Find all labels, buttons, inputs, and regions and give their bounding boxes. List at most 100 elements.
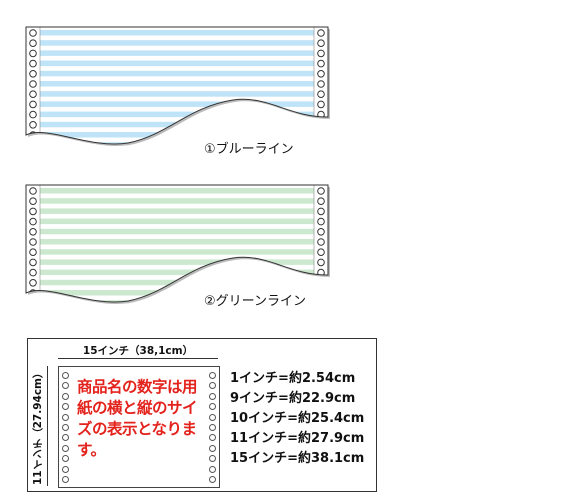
feed-hole	[29, 279, 37, 287]
width-dimension-label: 15インチ（38,1cm）	[82, 345, 194, 357]
feed-hole	[62, 372, 69, 379]
width-dimension-line	[58, 358, 218, 359]
feed-hole	[29, 29, 37, 37]
feed-hole	[317, 29, 325, 37]
feed-hole	[317, 207, 325, 216]
feed-hole	[209, 455, 216, 463]
paper-stripe	[40, 239, 314, 245]
feed-hole	[29, 90, 37, 98]
feed-hole	[62, 413, 69, 421]
paper-stripe	[40, 208, 314, 214]
feed-hole	[29, 217, 37, 226]
conversion-row: 15インチ=約38.1cm	[230, 451, 365, 466]
conversion-row: 9インチ=約22.9cm	[230, 391, 356, 406]
feed-hole	[317, 59, 325, 68]
paper-stripe	[40, 259, 314, 265]
feed-hole	[62, 434, 69, 442]
paper-stripe	[40, 269, 314, 276]
feed-hole	[317, 289, 325, 297]
feed-hole	[29, 238, 37, 246]
green-line-caption: ②グリーンライン	[204, 294, 307, 309]
feed-hole	[317, 299, 325, 302]
green-line-paper	[18, 183, 338, 308]
feed-hole	[29, 187, 37, 195]
size-legend-box: 15インチ（38,1cm） 11インチ（27.94cm） 商品名の数字は用紙の横…	[27, 338, 377, 492]
conversion-row: 11インチ=約27.9cm	[230, 431, 365, 446]
feed-hole	[317, 131, 325, 139]
feed-hole	[29, 258, 37, 267]
paper-stripe	[40, 228, 314, 235]
height-dimension-line	[47, 366, 48, 486]
blue-line-paper	[18, 25, 338, 150]
paper-outline	[25, 26, 329, 145]
feed-hole	[29, 49, 37, 58]
feed-hole	[62, 392, 69, 400]
feed-hole	[62, 476, 69, 483]
feed-hole	[29, 141, 37, 144]
feed-hole	[317, 70, 325, 78]
paper-stripe	[40, 50, 314, 56]
feed-hole	[29, 248, 37, 256]
inch-conversion-list: 1インチ=約2.54cm 9インチ=約22.9cm 10インチ=約25.4cm …	[230, 369, 364, 469]
paper-stripe	[40, 60, 314, 67]
paper-stripe	[40, 218, 314, 225]
feed-hole	[317, 228, 325, 236]
paper-outline	[25, 184, 329, 303]
paper-diagram: 商品名の数字は用紙の横と縦のサイズの表示となります。	[58, 366, 220, 488]
feed-hole	[317, 141, 325, 144]
feed-hole	[29, 121, 37, 129]
paper-stripe	[40, 91, 314, 97]
feed-hole	[317, 197, 325, 206]
feed-hole	[209, 382, 216, 390]
feed-hole	[317, 279, 325, 287]
feed-hole	[317, 49, 325, 58]
feed-hole	[317, 187, 325, 195]
feed-hole	[62, 403, 69, 411]
conversion-row: 10インチ=約25.4cm	[230, 411, 365, 426]
feed-hole	[62, 424, 69, 431]
feed-hole	[317, 238, 325, 246]
height-dimension-label: 11インチ（27.94cm）	[32, 367, 44, 485]
feed-hole	[29, 228, 37, 236]
feed-hole	[29, 59, 37, 68]
feed-hole	[317, 80, 325, 88]
paper-stripe	[40, 70, 314, 77]
feed-hole	[317, 217, 325, 226]
feed-hole	[29, 207, 37, 216]
paper-stripe	[40, 111, 314, 118]
paper-stripe	[40, 30, 314, 36]
feed-hole	[209, 403, 216, 411]
feed-hole	[62, 444, 69, 452]
paper-stripe	[40, 101, 314, 107]
blue-line-caption: ①ブルーライン	[204, 142, 294, 157]
feed-hole	[29, 110, 37, 119]
feed-hole	[209, 476, 216, 483]
feed-hole	[29, 100, 37, 109]
feed-hole	[317, 39, 325, 48]
blue-line-paper-illustration	[25, 26, 330, 146]
feed-hole	[317, 90, 325, 98]
paper-stripe	[40, 40, 314, 46]
feed-hole	[209, 424, 216, 431]
feed-hole	[62, 465, 69, 473]
feed-hole	[209, 392, 216, 400]
feed-hole	[209, 444, 216, 452]
feed-hole	[62, 455, 69, 463]
feed-hole	[209, 465, 216, 473]
feed-hole	[209, 434, 216, 442]
feed-hole	[317, 258, 325, 267]
feed-hole	[62, 382, 69, 390]
feed-hole	[29, 80, 37, 88]
feed-hole	[29, 39, 37, 48]
feed-hole	[29, 268, 37, 277]
feed-hole	[29, 299, 37, 302]
size-note-text: 商品名の数字は用紙の横と縦のサイズの表示となります。	[77, 378, 198, 459]
feed-hole	[209, 413, 216, 421]
feed-hole	[29, 197, 37, 206]
paper-stripe	[40, 81, 314, 87]
feed-hole	[317, 121, 325, 129]
paper-stripe	[40, 132, 314, 138]
green-line-paper-illustration	[25, 184, 330, 304]
feed-hole	[317, 100, 325, 109]
paper-stripe	[40, 188, 314, 194]
